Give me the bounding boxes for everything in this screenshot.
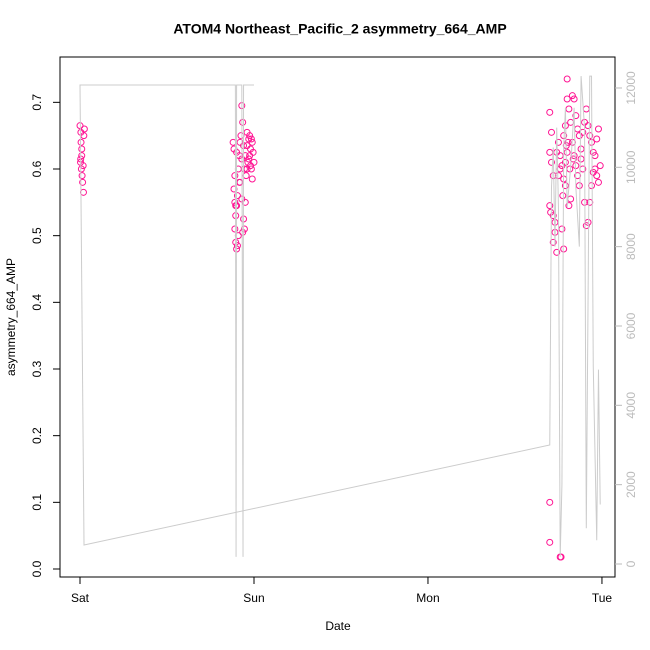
data-line <box>79 75 601 557</box>
data-point <box>79 178 87 186</box>
y2-tick-label: 4000 <box>624 392 638 419</box>
y-tick-label: 0.2 <box>30 427 44 444</box>
data-point <box>554 172 562 180</box>
y-tick-label: 0.0 <box>30 560 44 577</box>
data-point <box>582 222 590 230</box>
data-point <box>554 138 562 146</box>
data-point <box>250 158 258 166</box>
data-point <box>574 125 582 133</box>
data-point <box>78 145 86 153</box>
y2-tick-label: 2000 <box>624 471 638 498</box>
data-point <box>231 225 239 233</box>
data-point <box>593 172 601 180</box>
data-point <box>589 148 597 156</box>
data-point <box>247 162 255 170</box>
x-tick-label: Sun <box>243 591 264 605</box>
data-point <box>563 148 571 156</box>
data-point <box>249 148 257 156</box>
y-axis-label: asymmetry_664_AMP <box>4 258 18 376</box>
data-point <box>77 138 85 146</box>
data-point <box>561 182 569 190</box>
data-point <box>557 553 565 561</box>
data-point <box>589 168 597 176</box>
data-point <box>594 178 602 186</box>
data-point <box>565 202 573 210</box>
data-point <box>593 135 601 143</box>
data-point <box>243 142 251 150</box>
data-point <box>553 248 561 256</box>
data-point <box>231 172 239 180</box>
data-point <box>563 95 571 103</box>
data-point <box>245 135 253 143</box>
data-point <box>549 212 557 220</box>
y2-tick-label: 12000 <box>624 71 638 105</box>
data-point <box>564 138 572 146</box>
data-point <box>596 162 604 170</box>
data-point <box>575 132 583 140</box>
data-point <box>233 242 241 250</box>
data-point <box>566 165 574 173</box>
data-point <box>239 118 247 126</box>
y2-tick-label: 8000 <box>624 233 638 260</box>
data-point <box>546 148 554 156</box>
data-point <box>77 165 85 173</box>
x-tick-label: Sat <box>71 591 90 605</box>
data-point <box>558 225 566 233</box>
data-point <box>231 198 239 206</box>
y-tick-label: 0.3 <box>30 360 44 377</box>
y2-tick-label: 6000 <box>624 312 638 339</box>
data-point <box>246 132 254 140</box>
data-point <box>230 185 238 193</box>
data-point <box>233 192 241 200</box>
data-point <box>569 155 577 163</box>
data-point <box>546 538 554 546</box>
data-point <box>240 225 248 233</box>
y-tick-label: 0.1 <box>30 494 44 511</box>
x-tick-label: Tue <box>592 591 613 605</box>
data-point <box>568 92 576 100</box>
data-point <box>80 125 88 133</box>
data-point <box>78 172 86 180</box>
data-point <box>570 95 578 103</box>
y-tick-label: 0.7 <box>30 94 44 111</box>
data-point <box>584 122 592 130</box>
data-point <box>582 105 590 113</box>
data-point <box>240 165 248 173</box>
data-point <box>547 128 555 136</box>
data-point <box>78 152 86 160</box>
data-point <box>574 172 582 180</box>
y-tick-label: 0.4 <box>30 294 44 311</box>
data-point <box>577 155 585 163</box>
data-point <box>247 165 255 173</box>
data-point <box>556 152 564 160</box>
data-point <box>565 105 573 113</box>
y-tick-label: 0.6 <box>30 160 44 177</box>
data-point <box>546 498 554 506</box>
data-point <box>248 175 256 183</box>
data-point <box>242 172 250 180</box>
data-point <box>560 245 568 253</box>
data-point <box>561 158 569 166</box>
data-point <box>594 125 602 133</box>
data-point <box>586 198 594 206</box>
y2-tick-label: 10000 <box>624 150 638 184</box>
data-point <box>546 108 554 116</box>
data-point <box>247 135 255 143</box>
data-point <box>572 112 580 120</box>
data-point <box>549 238 557 246</box>
data-point <box>79 162 87 170</box>
x-tick-label: Mon <box>416 591 439 605</box>
plot-box <box>59 56 616 578</box>
data-point <box>547 158 555 166</box>
data-point <box>575 182 583 190</box>
data-point <box>546 202 554 210</box>
data-point <box>563 75 571 83</box>
x-axis-label: Date <box>325 619 351 633</box>
y-tick-label: 0.5 <box>30 227 44 244</box>
data-point <box>577 145 585 153</box>
data-point <box>559 192 567 200</box>
chart-title: ATOM4 Northeast_Pacific_2 asymmetry_664_… <box>173 21 506 37</box>
y2-tick-label: 0 <box>624 560 638 567</box>
